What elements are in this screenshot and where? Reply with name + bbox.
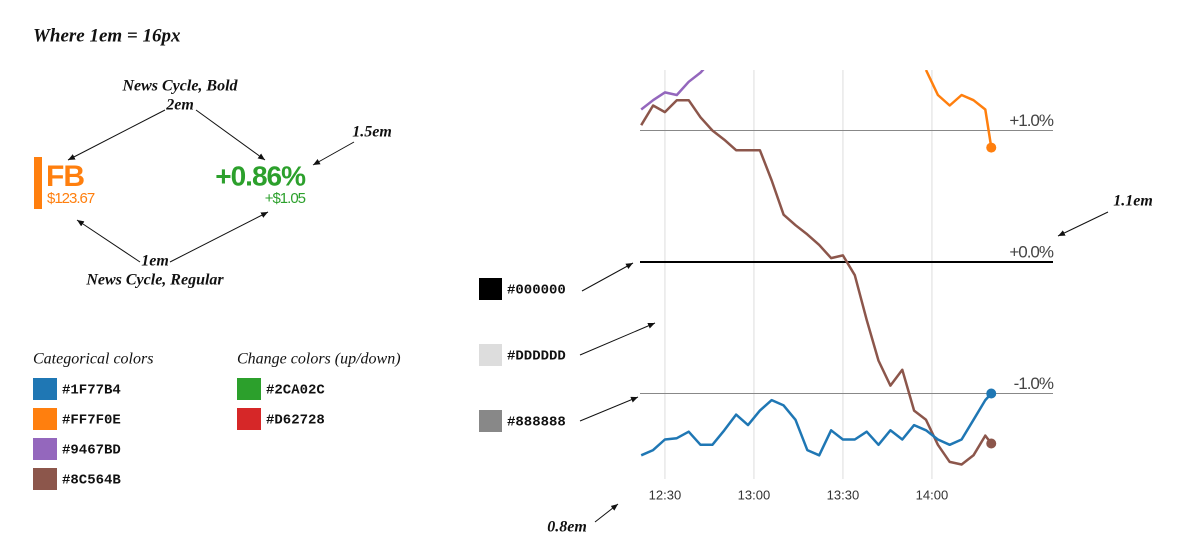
series-line: [924, 70, 993, 148]
arrow: [1057, 211, 1109, 237]
color-swatch: [479, 344, 502, 366]
y-tick-label: -1.0%: [1014, 374, 1054, 393]
color-code: #000000: [507, 283, 566, 299]
y-tick-label: +1.0%: [1009, 111, 1054, 130]
size-label: 1.5em: [352, 124, 392, 141]
size-label: 1em: [141, 253, 169, 270]
section-title: Change colors (up/down): [237, 351, 401, 368]
color-code: #2CA02C: [266, 383, 325, 399]
series-line: [640, 392, 993, 457]
color-swatch: [33, 468, 57, 490]
end-dot: [986, 438, 997, 449]
arrow: [579, 396, 639, 422]
arrow: [67, 109, 166, 161]
font-label: News Cycle, Regular: [85, 272, 224, 289]
arrow: [169, 211, 269, 263]
x-tick-label: 13:00: [738, 487, 771, 502]
end-dot: [986, 388, 997, 399]
color-code: #DDDDDD: [507, 349, 566, 365]
ticker: FB: [46, 160, 84, 193]
series-line: [640, 98, 993, 466]
size-label: 2em: [165, 97, 194, 114]
color-code: #1F77B4: [62, 383, 121, 399]
arrow: [195, 109, 266, 161]
color-swatch: [33, 408, 57, 430]
color-swatch: [33, 438, 57, 460]
x-tick-label: 13:30: [827, 487, 860, 502]
arrow: [594, 503, 619, 523]
arrow: [579, 322, 656, 356]
color-code: #888888: [507, 415, 566, 431]
series-line: [640, 70, 705, 111]
color-code: #FF7F0E: [62, 413, 121, 429]
y-tick-label: +0.0%: [1009, 242, 1054, 261]
x-tick-label: 12:30: [649, 487, 682, 502]
color-swatch: [479, 278, 502, 300]
color-swatch: [237, 408, 261, 430]
color-swatch: [237, 378, 261, 400]
end-dot: [986, 142, 997, 153]
price: $123.67: [47, 190, 95, 207]
swatches: #1F77B4 #FF7F0E #9467BD #8C564B #2CA02C #D627…: [33, 278, 566, 490]
ticker-bar: [34, 157, 42, 209]
size-label: 0.8em: [547, 519, 587, 536]
color-code: #8C564B: [62, 473, 121, 489]
arrow: [312, 141, 355, 166]
x-tick-label: 14:00: [916, 487, 949, 502]
title: Where 1em = 16px: [33, 25, 181, 46]
section-title: Categorical colors: [33, 351, 153, 368]
change-pct: +0.86%: [215, 160, 306, 191]
color-swatch: [479, 410, 502, 432]
font-label: News Cycle, Bold: [121, 78, 238, 95]
arrow: [76, 219, 141, 263]
size-label: 1.1em: [1113, 193, 1153, 210]
chart: 12:30 13:00 13:30 14:00 +1.0% +0.0% -1.0%: [640, 70, 1055, 502]
color-code: #9467BD: [62, 443, 121, 459]
arrow: [581, 262, 634, 292]
color-swatch: [33, 378, 57, 400]
change-abs: +$1.05: [265, 190, 306, 207]
color-code: #D62728: [266, 413, 325, 429]
